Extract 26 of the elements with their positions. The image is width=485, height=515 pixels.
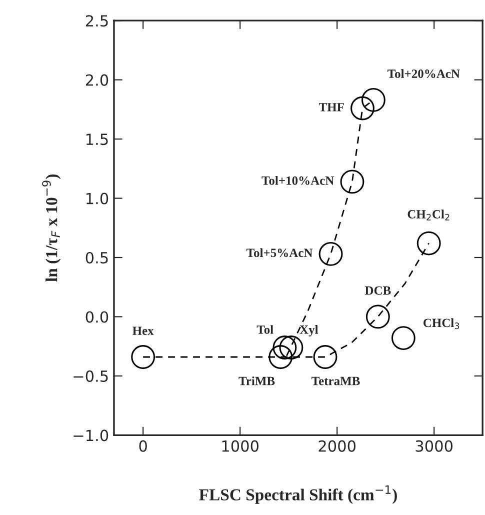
annotation: Tol — [256, 325, 274, 334]
annotation: Tol+5%AcN — [246, 248, 313, 258]
y-tick-label: 1.0 — [86, 192, 108, 204]
annotation: CHCl$_{3}$ — [423, 318, 460, 330]
annotation: Hex — [132, 326, 154, 336]
annotation: CH$_{2}$Cl$_{2}$ — [408, 210, 450, 220]
y-tick-label: 0.5 — [86, 252, 108, 264]
annotation: Xyl — [300, 325, 318, 336]
y-tick-label: 1.5 — [86, 134, 108, 146]
annotation: Tol+20%AcN — [388, 69, 460, 78]
annotation: DCB — [364, 286, 391, 295]
y-tick-label: −1.0 — [74, 430, 108, 442]
annotation: Tol+10%AcN — [262, 176, 334, 185]
y-tick-label: 2.0 — [86, 74, 108, 86]
x-tick-label: 0 — [139, 440, 147, 452]
y-tick-label: 0.0 — [86, 311, 108, 323]
x-tick-label: 2000 — [318, 440, 356, 452]
annotation: TriMB — [238, 376, 275, 386]
y-tick-label: −0.5 — [74, 370, 108, 382]
x-tick-label: 3000 — [416, 440, 452, 452]
x-tick-label: 1000 — [222, 440, 258, 452]
y-axis-title: ln (1/τ$_{F}$ x 10$^{−9}$) — [42, 174, 61, 282]
annotation: TetraMB — [312, 376, 360, 386]
y-tick-label: 2.5 — [86, 15, 108, 27]
annotation: THF — [318, 103, 344, 112]
x-axis-title: FLSC Spectral Shift (cm$^{−1}$) — [199, 485, 397, 504]
